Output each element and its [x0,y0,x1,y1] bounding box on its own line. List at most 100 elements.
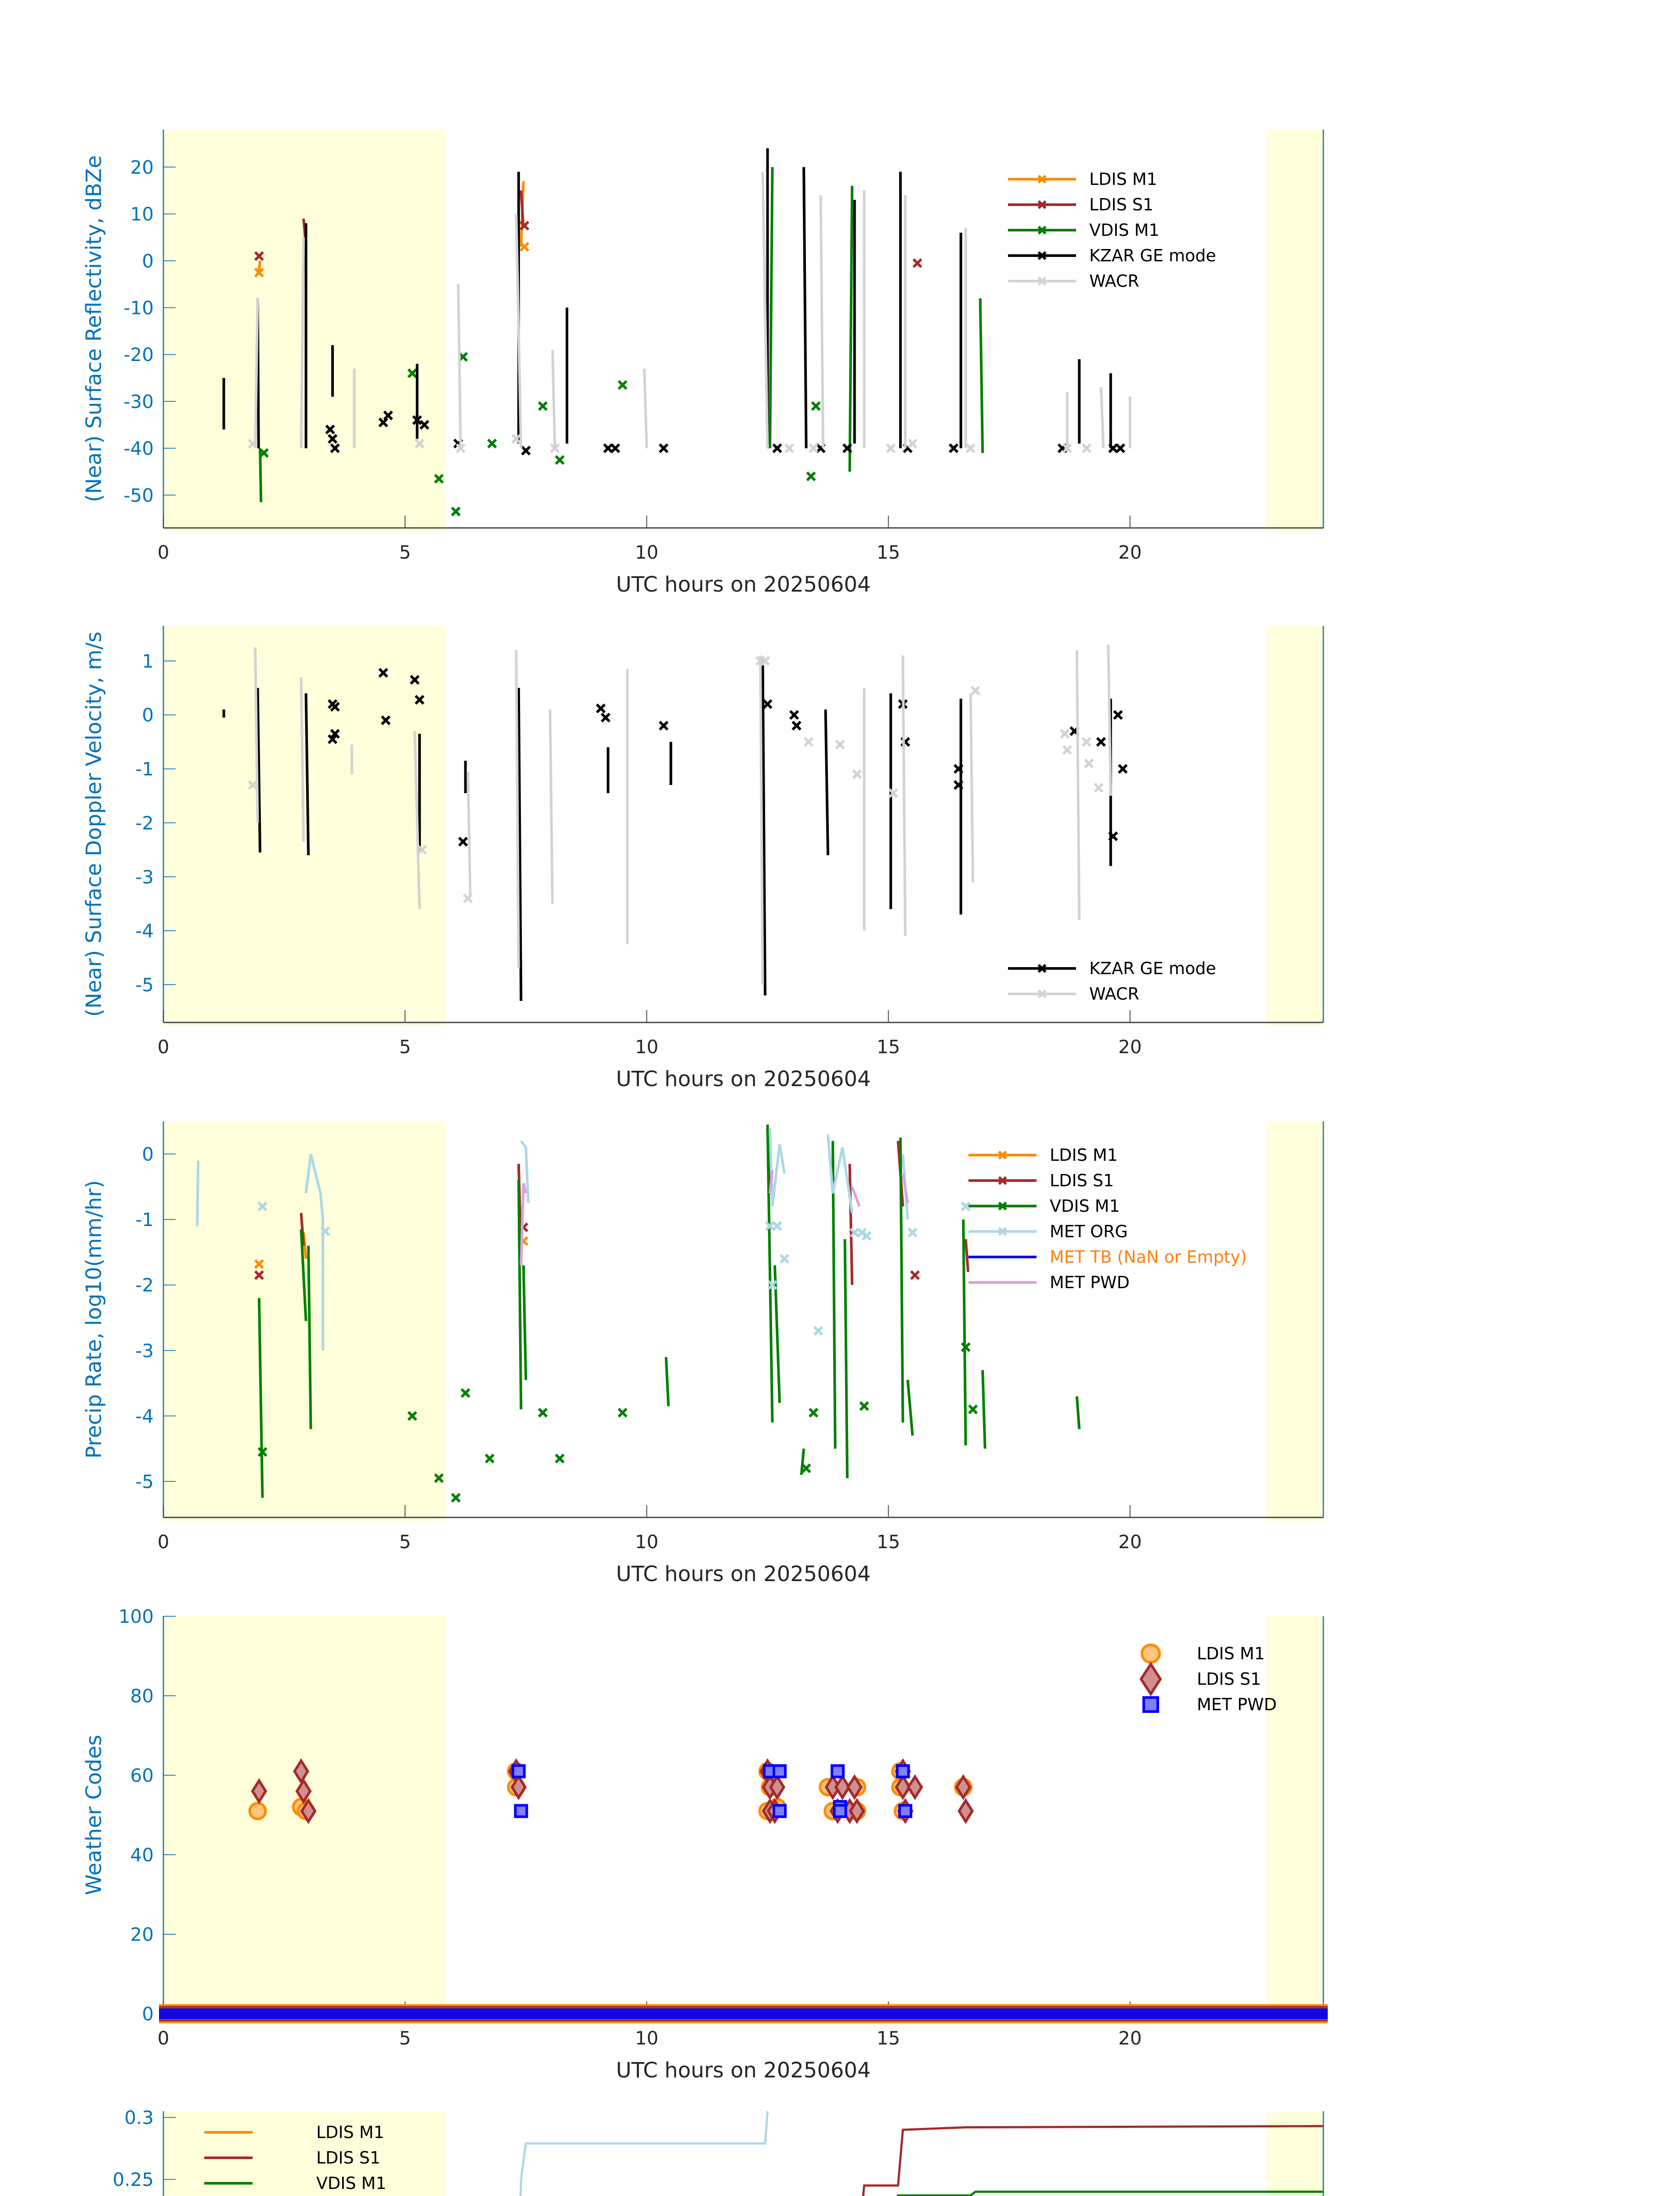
point-met-pwd [514,1804,528,1818]
y-tick-label: 0 [142,2003,154,2025]
series-line-vdis-m1 [259,448,263,502]
series-line-met-pwd [520,1183,527,1266]
point-vdis-m1 [407,368,417,378]
legend-label-ldis-s1: LDIS S1 [316,2148,380,2167]
x-axis-title: UTC hours on 20250604 [616,2058,871,2083]
point-met-org [257,1201,267,1211]
legend-label-met-pwd: MET PWD [1050,1273,1130,1292]
point-kzar-ge-mode [325,424,335,435]
point-ldis-s1 [957,1798,974,1824]
night-shading-1 [1267,1121,1323,1521]
x-tick-label: 0 [158,542,170,563]
series-line-wacr [1075,650,1081,920]
point-met-pwd [896,1764,910,1778]
point-wacr [888,788,898,798]
point-kzar-ge-mode [954,764,964,774]
night-shading-0 [163,1121,445,1521]
y-tick-label: -4 [135,1405,154,1427]
point-kzar-ge-mode [1115,443,1125,453]
series-line-wacr [457,284,462,448]
point-kzar-ge-mode [521,445,531,456]
x-axis-title: UTC hours on 20250604 [616,1562,871,1586]
point-vdis-m1 [460,1388,470,1398]
point-ldis-s1 [834,1774,851,1800]
point-vdis-m1 [618,1408,628,1418]
night-shading-1 [1267,626,1323,1026]
point-kzar-ge-mode [383,410,393,421]
series-line-ldis-s1 [862,2125,1324,2196]
x-tick-label: 10 [635,2027,658,2049]
point-ldis-m1 [248,1802,267,1820]
legend-label-met-pwd: MET PWD [1197,1695,1277,1714]
series-line-vdis-m1 [307,1246,312,1429]
point-kzar-ge-mode [410,675,420,685]
x-tick-label: 10 [635,542,658,563]
point-kzar-ge-mode [658,721,669,731]
series-line-vdis-m1 [979,298,984,453]
legend-label-ldis-m1: LDIS M1 [316,2123,384,2142]
legend-label-ldis-m1: LDIS M1 [1050,1145,1118,1165]
point-wacr [852,769,862,779]
legend-marker-vdis-m1 [1037,225,1047,235]
legend-label-vdis-m1: VDIS M1 [1089,220,1160,240]
y-tick-label: 0.25 [112,2169,154,2190]
series-line-wacr [515,214,523,448]
x-tick-label: 15 [877,1036,900,1058]
series-line-wacr [551,350,556,448]
point-ldis-s1 [300,1798,317,1824]
point-vdis-m1 [555,455,565,465]
y-tick-label: 0 [142,704,154,726]
y-axis-title: Precip Rate, log10(mm/hr) [82,1180,106,1459]
x-tick-label: 20 [1118,2027,1142,2049]
point-vdis-m1 [257,1447,267,1457]
point-kzar-ge-mode [330,702,340,712]
plot-area [519,2111,1324,2196]
series-line-wacr [300,677,305,842]
point-kzar-ge-mode [772,443,782,453]
legend-label-met-tb-nan-or-empty: MET TB (NaN or Empty) [1050,1247,1247,1267]
series-line-vdis-m1 [257,1298,264,1498]
y-tick-label: 80 [130,1685,154,1707]
point-kzar-ge-mode [610,443,621,453]
series-line-vdis-m1 [773,1265,781,1403]
x-axis-title: UTC hours on 20250604 [616,1067,871,1091]
point-kzar-ge-mode [603,443,613,453]
point-met-pwd [831,1764,845,1778]
series-line-wacr [549,709,554,904]
point-wacr [511,434,521,444]
y-tick-label: -10 [123,297,154,318]
point-wacr [1060,729,1070,739]
y-tick-label: 1 [142,650,154,672]
series-line-wacr [643,368,648,448]
point-wacr [455,443,466,453]
series-line-met-org [519,2111,769,2196]
point-ldis-s1 [519,220,530,231]
point-ldis-s1 [846,1774,863,1800]
point-met-org [320,1226,330,1236]
series-line-kzar-ge-mode [824,709,830,856]
point-vdis-m1 [484,1453,495,1463]
y-tick-label: -2 [135,812,154,834]
legend-marker-ldis-m1 [998,1150,1007,1160]
y-axis-title: Weather Codes [82,1735,106,1895]
point-met-org [861,1231,872,1241]
point-wacr [1094,783,1104,793]
point-met-pwd [511,1764,526,1778]
x-tick-label: 15 [877,542,900,563]
series-line-wacr [254,298,259,448]
point-kzar-ge-mode [328,734,338,744]
point-wacr [784,443,795,453]
series-line-wacr [515,650,520,969]
legend-label-kzar-ge-mode: KZAR GE mode [1089,959,1216,978]
legend: LDIS M1 LDIS S1 VDIS M1 MET ORG MET TB (NaN … [968,1145,1247,1292]
point-met-org [961,1201,971,1211]
point-ldis-s1 [849,1798,865,1824]
series-line-vdis-m1 [962,1219,967,1446]
series-line-met-org [304,1153,325,1351]
series-line-wacr [761,171,769,448]
legend-marker-met-org [998,1227,1007,1236]
legend-marker-kzar-ge-mode [1037,964,1047,973]
point-kzar-ge-mode [789,710,799,720]
point-wacr [463,893,473,903]
